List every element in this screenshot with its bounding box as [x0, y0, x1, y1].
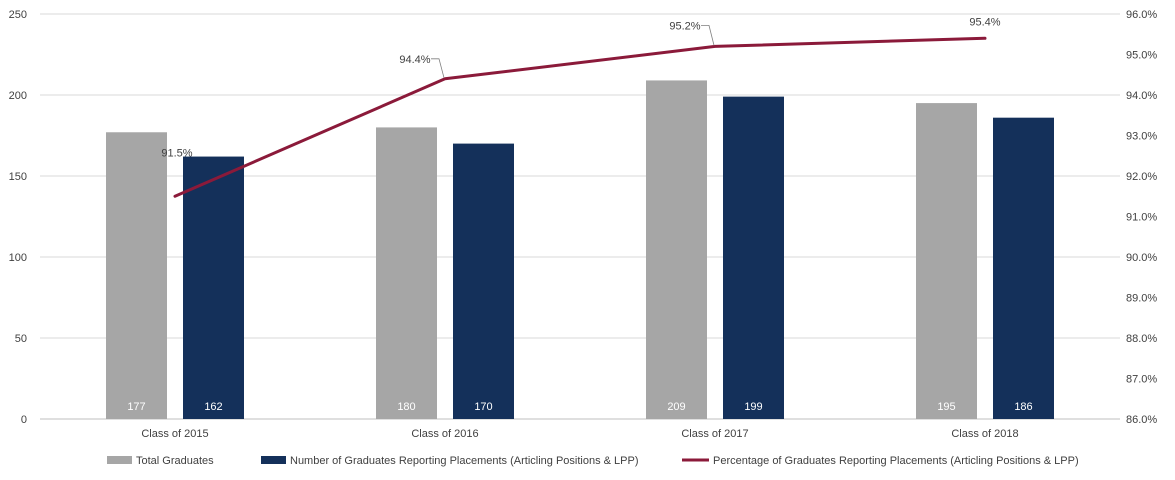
legend-item: Number of Graduates Reporting Placements…	[261, 455, 639, 467]
right-tick-label: 92.0%	[1126, 171, 1157, 183]
right-tick-label: 94.0%	[1126, 90, 1157, 102]
left-tick-label: 200	[9, 90, 27, 102]
legend: Total Graduates Number of Graduates Repor…	[107, 455, 1079, 467]
category-label: Class of 2015	[141, 428, 208, 440]
category-label: Class of 2018	[951, 428, 1018, 440]
bar-value-label: 199	[744, 401, 762, 413]
legend-label: Percentage of Graduates Reporting Placem…	[713, 455, 1079, 467]
bar-value-label: 209	[667, 401, 685, 413]
percentage-data-label: 95.4%	[969, 16, 1000, 28]
percentage-series-line	[173, 36, 987, 198]
legend-swatch	[261, 456, 286, 464]
bar-graduates-placements	[993, 117, 1054, 420]
leader-line	[701, 24, 715, 46]
bar-value-label: 177	[127, 401, 145, 413]
right-tick-label: 86.0%	[1126, 414, 1157, 426]
bar-graduates-placements	[723, 96, 784, 420]
bar-value-label: 195	[937, 401, 955, 413]
legend-item: Percentage of Graduates Reporting Placem…	[682, 455, 1079, 467]
bars: 177 162 180 170 209 199 195 186	[106, 80, 1054, 420]
right-tick-label: 89.0%	[1126, 293, 1157, 305]
percentage-data-label: 95.2%	[669, 20, 700, 32]
bar-graduates-placements	[453, 143, 514, 419]
bar-total-graduates	[106, 132, 167, 419]
leader-line	[431, 58, 445, 78]
right-tick-label: 95.0%	[1126, 50, 1157, 62]
bar-graduates-placements	[183, 156, 244, 419]
bar-value-label: 170	[474, 401, 492, 413]
right-tick-label: 88.0%	[1126, 333, 1157, 345]
percentage-data-label: 94.4%	[399, 54, 430, 66]
right-tick-label: 87.0%	[1126, 374, 1157, 386]
legend-swatch	[107, 456, 132, 464]
legend-label: Total Graduates	[136, 455, 214, 467]
bar-value-label: 180	[397, 401, 415, 413]
legend-label: Number of Graduates Reporting Placements…	[290, 455, 639, 467]
bar-total-graduates	[376, 127, 437, 420]
x-axis: Class of 2015 Class of 2016 Class of 2017 C…	[141, 428, 1018, 440]
right-axis: 86.0% 87.0% 88.0% 89.0% 90.0% 91.0% 92.0% 93.0%…	[1126, 9, 1157, 426]
right-tick-label: 96.0%	[1126, 9, 1157, 21]
left-axis: 0 50 100 150 200 250	[9, 9, 27, 426]
bar-total-graduates	[646, 80, 707, 420]
legend-item: Total Graduates	[107, 455, 214, 467]
category-label: Class of 2017	[681, 428, 748, 440]
percentage-line: 91.5% 94.4% 95.2% 95.4%	[161, 16, 1001, 198]
bar-value-label: 162	[204, 401, 222, 413]
right-tick-label: 93.0%	[1126, 131, 1157, 143]
left-tick-label: 250	[9, 9, 27, 21]
left-tick-label: 150	[9, 171, 27, 183]
category-label: Class of 2016	[411, 428, 478, 440]
left-tick-label: 100	[9, 252, 27, 264]
bar-value-label: 186	[1014, 401, 1032, 413]
left-tick-label: 0	[21, 414, 27, 426]
right-tick-label: 91.0%	[1126, 212, 1157, 224]
right-tick-label: 90.0%	[1126, 252, 1157, 264]
percentage-data-label: 91.5%	[161, 147, 192, 159]
bar-total-graduates	[916, 103, 977, 419]
left-tick-label: 50	[15, 333, 27, 345]
